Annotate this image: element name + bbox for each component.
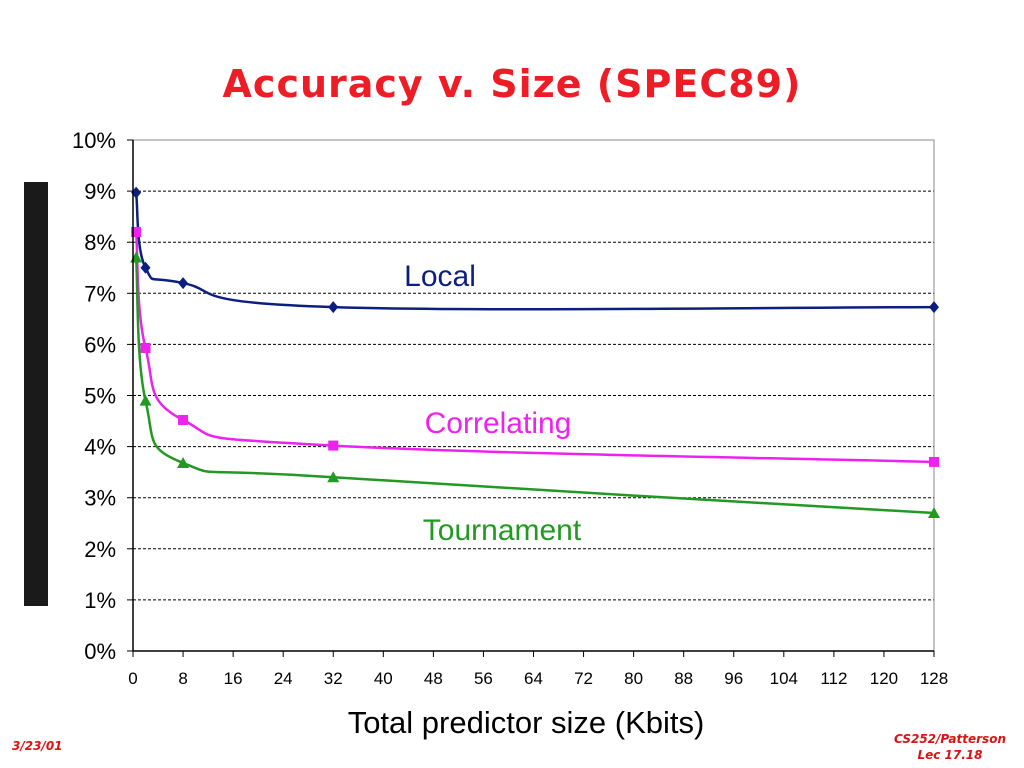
x-tick-label: 40 xyxy=(374,669,393,688)
marker-local xyxy=(178,277,189,290)
y-tick-label: 1% xyxy=(84,588,116,613)
x-tick-label: 24 xyxy=(274,669,293,688)
x-tick-label: 8 xyxy=(178,669,187,688)
x-tick-label: 0 xyxy=(128,669,137,688)
marker-correlating xyxy=(140,342,151,353)
y-axis-label-box xyxy=(24,182,48,606)
marker-correlating xyxy=(929,456,939,467)
marker-local xyxy=(328,301,339,314)
x-tick-label: 48 xyxy=(424,669,443,688)
y-tick-label: 8% xyxy=(84,230,116,255)
slide-date: 3/23/01 xyxy=(12,739,63,753)
marker-tournament xyxy=(139,394,152,406)
series-labels: Local Correlating Tournament xyxy=(404,260,582,547)
series-lines xyxy=(134,192,935,515)
marker-correlating xyxy=(131,226,142,237)
y-tick-label: 7% xyxy=(84,281,116,306)
y-tick-label: 9% xyxy=(84,179,116,204)
x-tick-label: 72 xyxy=(574,669,593,688)
x-axis-title: Total predictor size (Kbits) xyxy=(348,705,705,740)
slide-title: Accuracy v. Size (SPEC89) xyxy=(222,62,802,106)
y-tick-label: 6% xyxy=(84,332,116,357)
y-tick-label: 4% xyxy=(84,435,116,460)
marker-correlating xyxy=(328,440,339,451)
gridlines xyxy=(133,190,934,601)
x-tick-label: 112 xyxy=(820,669,847,688)
series-line-local xyxy=(134,192,935,311)
axis-tick-labels: 0% 1% 2% 3% 4% 5% 6% 7% 8% 9% 10% 0 8 16 24 32 40 48 56 64 7… xyxy=(72,128,948,688)
x-tick-label: 16 xyxy=(224,669,243,688)
marker-tournament xyxy=(177,456,190,468)
series-markers xyxy=(130,186,940,519)
x-tick-label: 64 xyxy=(524,669,543,688)
y-tick-label: 0% xyxy=(84,639,116,664)
x-tick-label: 56 xyxy=(474,669,493,688)
slide-course-info: CS252/Patterson Lec 17.18 xyxy=(894,731,1006,763)
course-name: CS252/Patterson xyxy=(893,732,1006,746)
x-tick-label: 120 xyxy=(870,669,898,688)
lecture-number: Lec 17.18 xyxy=(917,748,983,762)
axes xyxy=(127,139,935,657)
marker-tournament xyxy=(327,471,340,483)
marker-tournament xyxy=(928,507,940,519)
marker-correlating xyxy=(178,415,189,426)
y-tick-label: 2% xyxy=(84,537,116,562)
series-label-tournament: Tournament xyxy=(423,514,582,547)
y-tick-label: 5% xyxy=(84,384,116,409)
y-tick-label: 3% xyxy=(84,486,116,511)
series-label-correlating: Correlating xyxy=(425,407,572,440)
x-tick-label: 32 xyxy=(324,669,343,688)
series-line-tournament xyxy=(134,257,935,515)
y-tick-label: 10% xyxy=(72,128,116,153)
marker-local xyxy=(140,261,151,274)
x-tick-label: 80 xyxy=(624,669,643,688)
x-tick-label: 88 xyxy=(674,669,693,688)
x-tick-label: 104 xyxy=(770,669,798,688)
series-label-local: Local xyxy=(404,260,476,293)
marker-local xyxy=(929,301,939,314)
x-tick-label: 96 xyxy=(724,669,743,688)
x-tick-label: 128 xyxy=(920,669,948,688)
